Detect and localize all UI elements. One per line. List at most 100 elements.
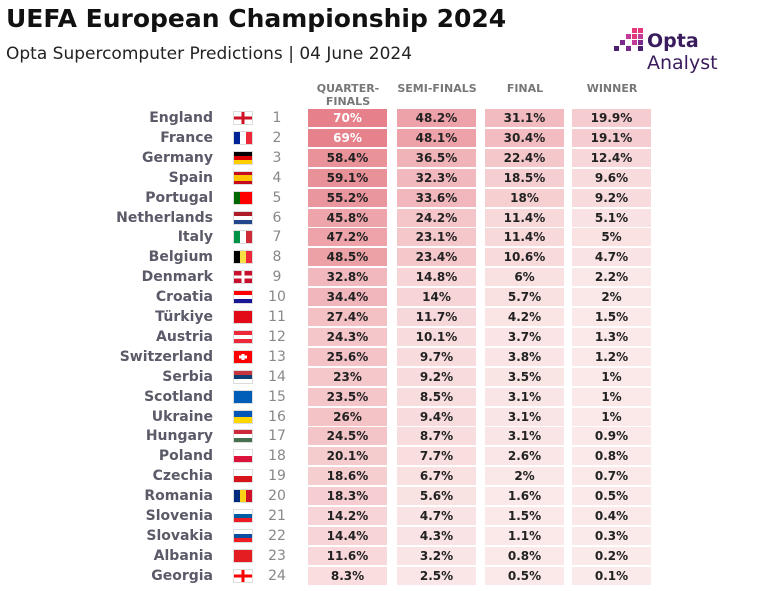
probability-cell: 6.7% bbox=[397, 467, 476, 486]
probability-cell: 9.7% bbox=[397, 347, 476, 366]
team-name: Switzerland bbox=[119, 348, 213, 365]
flag bbox=[234, 410, 252, 423]
flag bbox=[234, 251, 252, 264]
probability-cell: 18% bbox=[485, 188, 564, 207]
probability-cell: 6% bbox=[485, 268, 564, 287]
probability-cell: 0.4% bbox=[572, 507, 651, 525]
probability-cell: 14% bbox=[397, 288, 476, 307]
probability-cell: 0.9% bbox=[572, 427, 651, 446]
probability-cell: 14.2% bbox=[308, 507, 387, 525]
probability-cell: 23.1% bbox=[397, 228, 476, 247]
flag bbox=[234, 231, 252, 244]
probability-cell: 27.4% bbox=[308, 308, 387, 326]
team-name: Croatia bbox=[155, 289, 213, 306]
probability-cell: 18.3% bbox=[308, 487, 387, 506]
flag bbox=[234, 510, 252, 522]
probability-cell: 19.1% bbox=[572, 128, 651, 147]
probability-cell: 0.8% bbox=[572, 447, 651, 466]
flag bbox=[234, 390, 252, 403]
rank: 9 bbox=[272, 269, 282, 286]
probability-cell: 20.1% bbox=[308, 447, 387, 466]
flag bbox=[234, 430, 252, 443]
probability-cell: 11.7% bbox=[397, 308, 476, 326]
team-name: England bbox=[149, 110, 213, 126]
probability-cell: 2.5% bbox=[397, 566, 476, 585]
probability-cell: 5.7% bbox=[485, 288, 564, 307]
probability-cell: 14.4% bbox=[308, 526, 387, 545]
rank: 2 bbox=[272, 129, 282, 146]
probability-cell: 4.3% bbox=[397, 526, 476, 545]
team-name: Netherlands bbox=[116, 209, 213, 226]
rank: 20 bbox=[268, 488, 286, 505]
probability-cell: 23.4% bbox=[397, 248, 476, 267]
rank: 12 bbox=[268, 328, 286, 345]
rank: 19 bbox=[268, 468, 286, 485]
probability-cell: 32.8% bbox=[308, 268, 387, 287]
probability-cell: 5.6% bbox=[397, 487, 476, 506]
column-header: WINNER bbox=[586, 82, 638, 95]
rank: 22 bbox=[268, 527, 286, 544]
probability-cell: 10.6% bbox=[485, 248, 564, 267]
probability-cell: 5.1% bbox=[572, 208, 651, 227]
probability-cell: 3.1% bbox=[485, 407, 564, 426]
probability-cell: 0.5% bbox=[485, 566, 564, 585]
flag bbox=[234, 450, 252, 463]
team-name: Portugal bbox=[145, 189, 213, 206]
team-name: Romania bbox=[144, 488, 213, 505]
logo-brand: Opta bbox=[647, 30, 699, 52]
rank: 3 bbox=[272, 149, 282, 166]
team-name: Germany bbox=[141, 149, 213, 166]
flag bbox=[234, 311, 252, 323]
flag bbox=[234, 350, 252, 363]
rank: 5 bbox=[272, 189, 282, 206]
team-name: Hungary bbox=[145, 428, 213, 445]
probability-cell: 0.5% bbox=[572, 487, 651, 506]
probability-cell: 24.5% bbox=[308, 427, 387, 446]
rank: 4 bbox=[272, 169, 282, 186]
flag bbox=[234, 171, 252, 184]
probability-cell: 0.3% bbox=[572, 526, 651, 545]
probability-cell: 2% bbox=[485, 467, 564, 486]
flag bbox=[234, 271, 252, 284]
probability-cell: 8.7% bbox=[397, 427, 476, 446]
team-name: France bbox=[160, 129, 213, 146]
flag bbox=[234, 211, 252, 224]
probability-cell: 1.2% bbox=[572, 347, 651, 366]
flag bbox=[234, 112, 252, 124]
probability-cell: 5% bbox=[572, 228, 651, 247]
probability-cell: 58.4% bbox=[308, 148, 387, 167]
probability-cell: 31.1% bbox=[485, 109, 564, 127]
probability-cell: 11.6% bbox=[308, 546, 387, 565]
rank: 24 bbox=[268, 567, 286, 584]
probability-cell: 8.5% bbox=[397, 387, 476, 406]
probability-cell: 9.2% bbox=[572, 188, 651, 207]
probability-cell: 3.1% bbox=[485, 387, 564, 406]
probability-cell: 47.2% bbox=[308, 228, 387, 247]
rank: 23 bbox=[268, 547, 286, 564]
team-name: Slovakia bbox=[146, 527, 213, 544]
flag bbox=[234, 370, 252, 383]
team-name: Denmark bbox=[141, 269, 213, 286]
probability-cell: 18.6% bbox=[308, 467, 387, 486]
probability-cell: 7.7% bbox=[397, 447, 476, 466]
probability-cell: 25.6% bbox=[308, 347, 387, 366]
logo-icon bbox=[614, 28, 643, 51]
flag bbox=[234, 470, 252, 483]
logo-product: Analyst bbox=[647, 52, 718, 74]
flag bbox=[234, 490, 252, 503]
probability-cell: 1% bbox=[572, 387, 651, 406]
rank: 18 bbox=[268, 448, 286, 465]
rank: 11 bbox=[268, 309, 286, 325]
probability-cell: 3.5% bbox=[485, 367, 564, 386]
rank: 17 bbox=[268, 428, 286, 445]
column-header: SEMI-FINALS bbox=[397, 82, 477, 95]
probability-cell: 30.4% bbox=[485, 128, 564, 147]
probability-cell: 19.9% bbox=[572, 109, 651, 127]
probability-cell: 24.2% bbox=[397, 208, 476, 227]
probability-cell: 23% bbox=[308, 367, 387, 386]
flag bbox=[234, 291, 252, 304]
probability-cell: 1.6% bbox=[485, 487, 564, 506]
probability-cell: 2.6% bbox=[485, 447, 564, 466]
rank: 13 bbox=[268, 348, 286, 365]
title: UEFA European Championship 2024 bbox=[6, 4, 507, 33]
